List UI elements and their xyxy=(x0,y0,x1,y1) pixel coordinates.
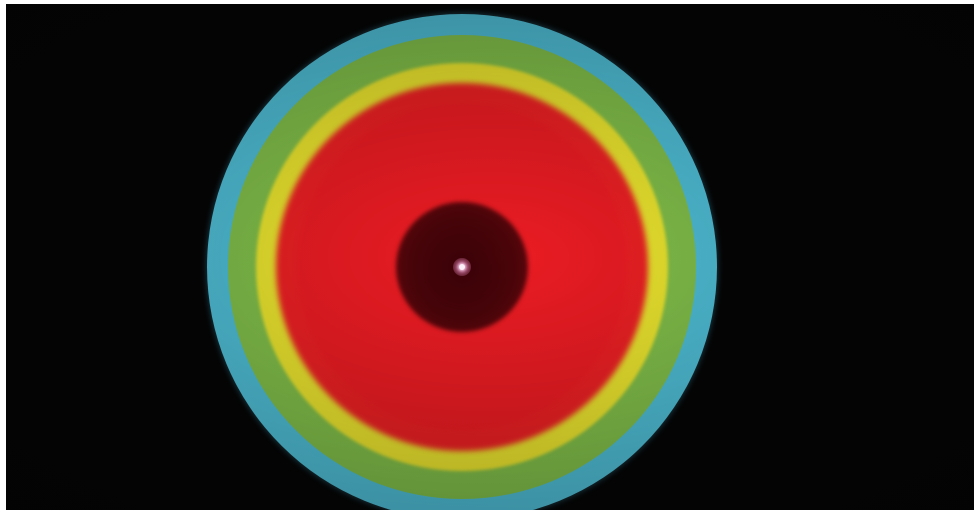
photograph xyxy=(6,4,974,510)
center-point xyxy=(459,264,465,270)
